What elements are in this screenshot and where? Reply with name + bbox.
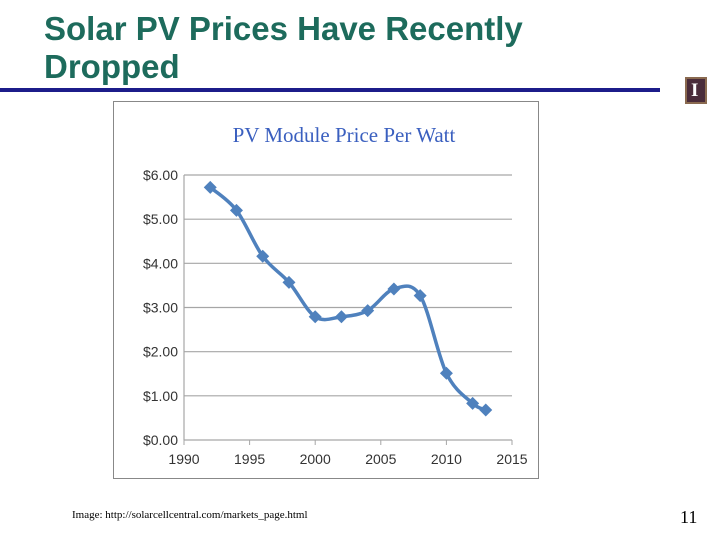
logo-letter: I xyxy=(691,80,699,101)
page-number: 11 xyxy=(680,507,698,527)
title-divider xyxy=(0,88,660,92)
x-tick-label: 2000 xyxy=(300,451,331,467)
x-tick-label: 2015 xyxy=(496,451,527,467)
data-point-marker xyxy=(361,304,375,318)
y-tick-label: $2.00 xyxy=(143,344,178,360)
y-tick-label: $4.00 xyxy=(143,255,178,271)
y-tick-label: $1.00 xyxy=(143,388,178,404)
data-point-marker xyxy=(256,249,270,263)
price-chart: PV Module Price Per Watt $0.00 $1.00 $2.00… xyxy=(143,123,528,467)
chart-title: PV Module Price Per Watt xyxy=(233,123,456,147)
data-point-marker xyxy=(282,275,296,289)
y-tick-label: $0.00 xyxy=(143,432,178,448)
data-point-marker xyxy=(334,310,348,324)
slide-title: Solar PV Prices Have Recently Dropped xyxy=(44,10,523,85)
y-tick-label: $5.00 xyxy=(143,211,178,227)
x-tick-label: 2010 xyxy=(431,451,462,467)
data-point-marker xyxy=(203,180,217,194)
image-source-caption: Image: http://solarcellcentral.com/marke… xyxy=(72,509,308,521)
data-point-marker xyxy=(479,403,493,417)
data-point-marker xyxy=(413,289,427,303)
y-tick-label: $6.00 xyxy=(143,167,178,183)
x-tick-label: 1995 xyxy=(234,451,265,467)
data-point-marker xyxy=(466,396,480,410)
data-point-marker xyxy=(308,310,322,324)
y-tick-label: $3.00 xyxy=(143,300,178,316)
data-point-marker xyxy=(229,203,243,217)
data-point-marker xyxy=(439,366,453,380)
x-tick-label: 2005 xyxy=(365,451,396,467)
x-tick-label: 1990 xyxy=(168,451,199,467)
chart-image: PV Module Price Per Watt $0.00 $1.00 $2.00… xyxy=(113,101,539,479)
university-logo: I xyxy=(685,77,707,104)
data-point-marker xyxy=(387,282,401,296)
